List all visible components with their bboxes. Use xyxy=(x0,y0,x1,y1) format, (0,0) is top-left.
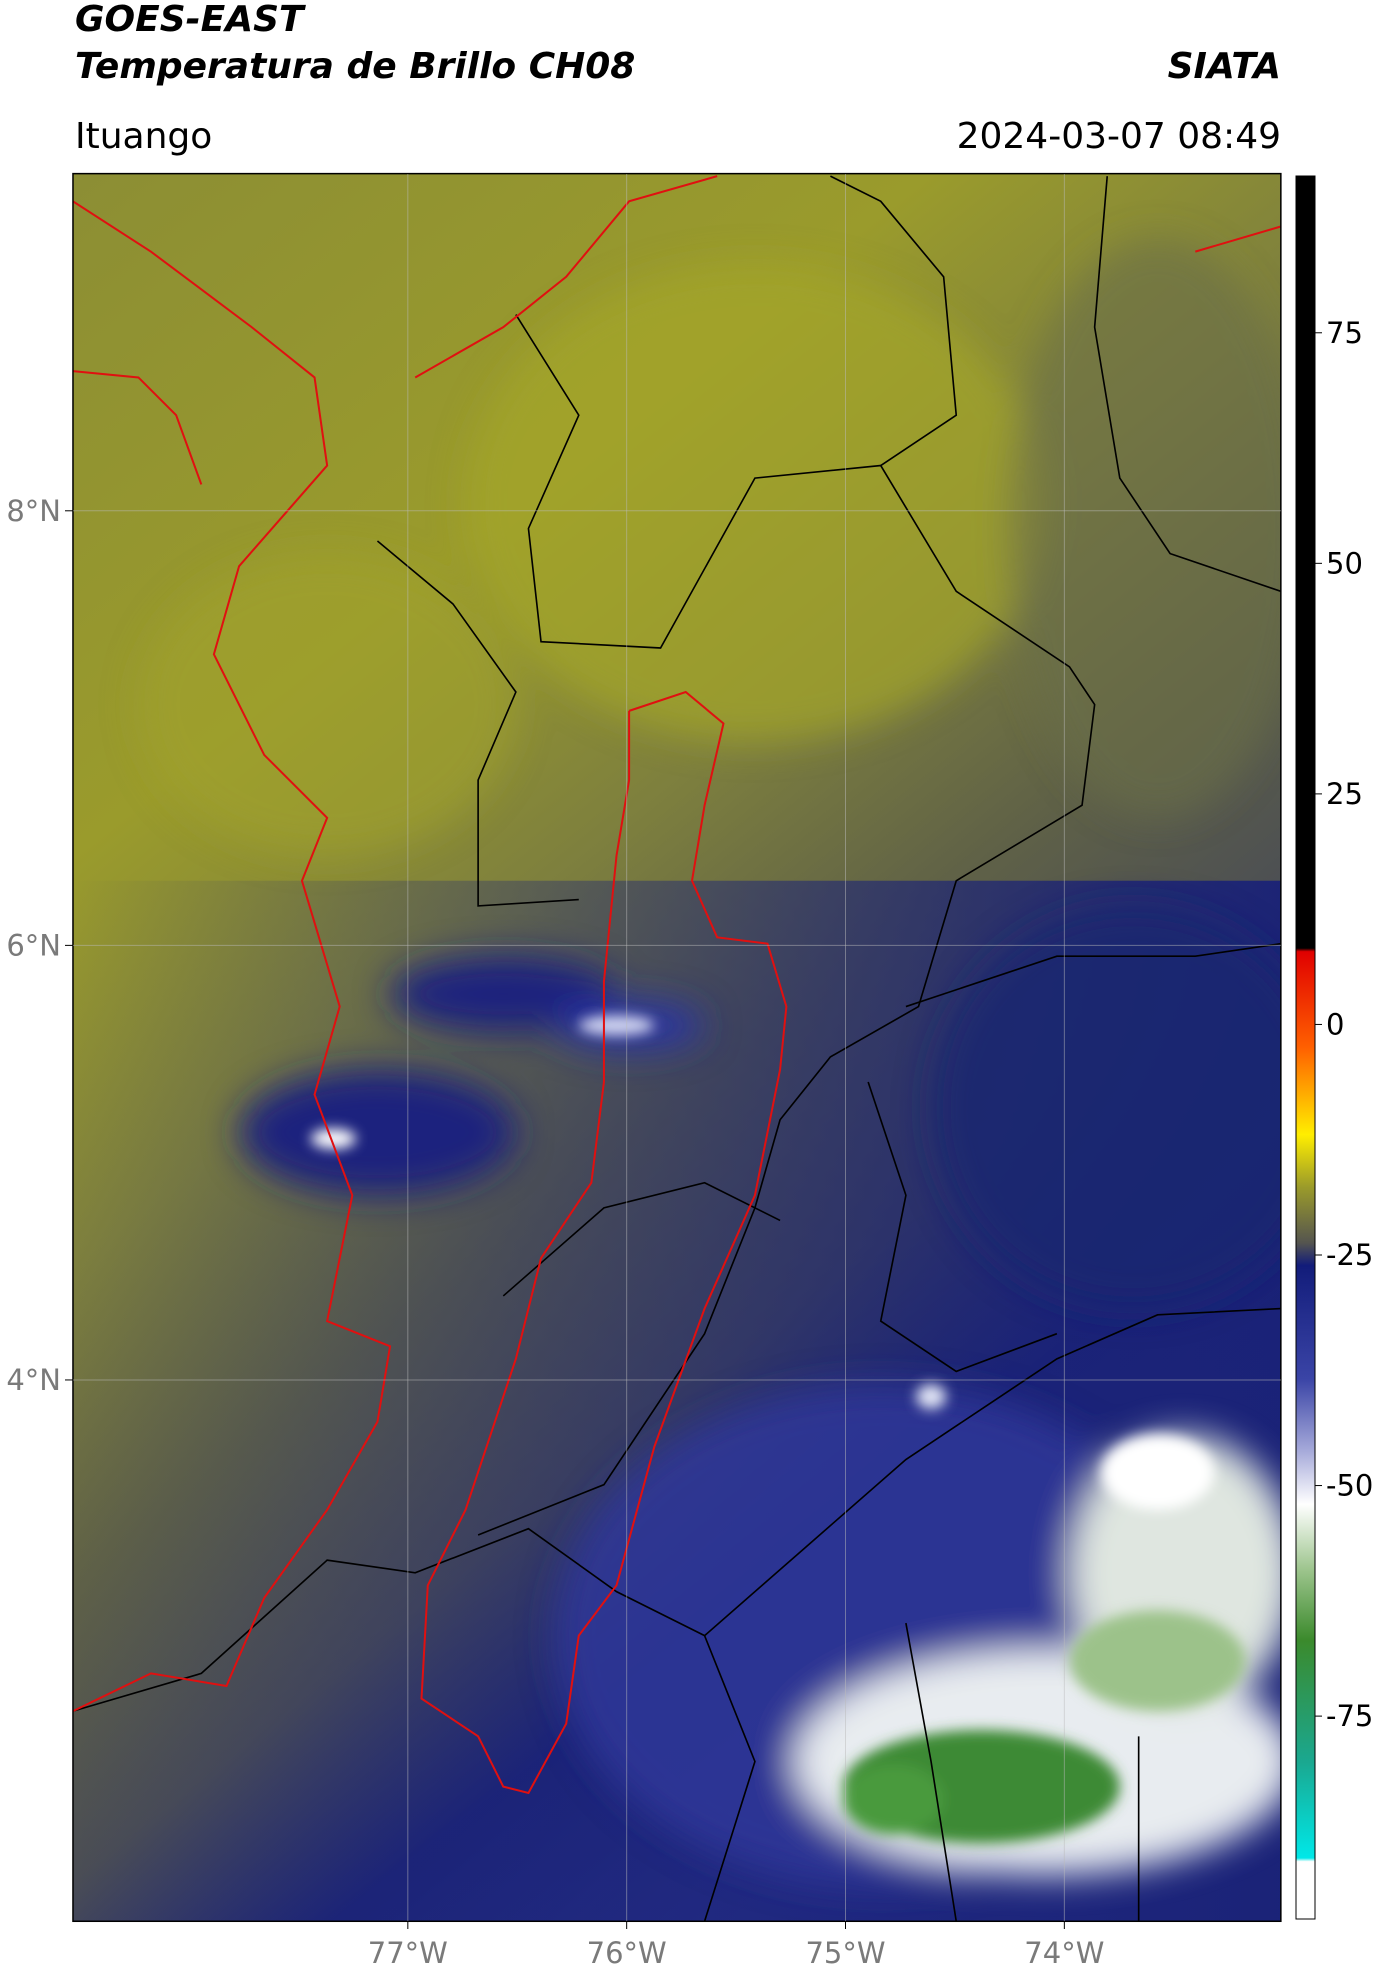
source: SIATA xyxy=(1168,46,1281,87)
colorbar-tick-label: -50 xyxy=(1326,1469,1373,1503)
x-tick-label: 76°W xyxy=(587,1936,667,1970)
colorbar-tick-label: 0 xyxy=(1326,1007,1344,1041)
x-tick-label: 74°W xyxy=(1024,1936,1104,1970)
colorbar-tick-label: 50 xyxy=(1326,546,1363,580)
colorbar-tick-label: -25 xyxy=(1326,1238,1373,1272)
subtitle: Temperatura de Brillo CH08 xyxy=(75,46,635,87)
y-tick-label: 8°N xyxy=(6,494,61,528)
colorbar-tick-label: 75 xyxy=(1326,316,1363,350)
location: Ituango xyxy=(75,116,212,157)
datetime: 2024-03-07 08:49 xyxy=(957,116,1281,157)
x-tick-label: 77°W xyxy=(368,1936,448,1970)
satellite-image xyxy=(72,172,1282,1923)
y-tick-label: 4°N xyxy=(6,1363,61,1397)
y-tick-label: 6°N xyxy=(6,928,61,962)
x-tick-label: 75°W xyxy=(805,1936,885,1970)
colorbar-tick-label: 25 xyxy=(1326,777,1363,811)
colorbar-tick-label: -75 xyxy=(1326,1699,1373,1733)
title: GOES-EAST xyxy=(75,0,306,40)
colorbar xyxy=(1295,175,1316,1920)
graticule: 77°W 76°W 75°W 74°W 8°N 6°N 4°N xyxy=(6,174,1281,1970)
